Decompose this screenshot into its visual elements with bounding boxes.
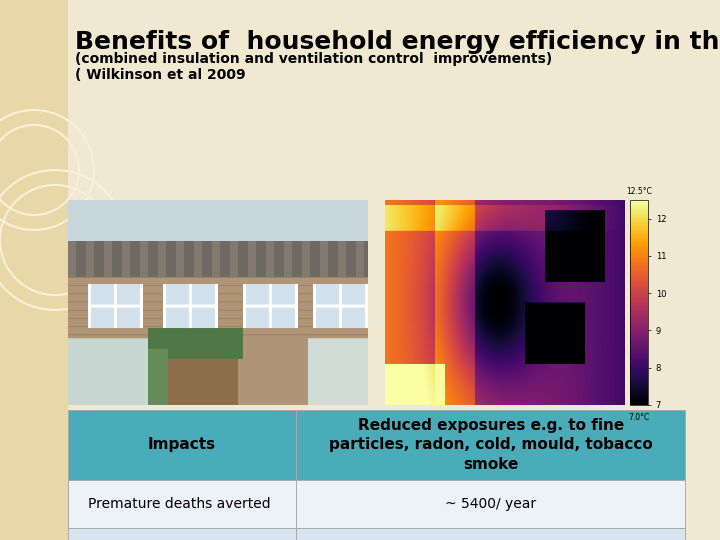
Text: (combined insulation and ventilation control  improvements): (combined insulation and ventilation con… — [75, 52, 552, 66]
Text: Reduced exposures e.g. to fine
particles, radon, cold, mould, tobacco
smoke: Reduced exposures e.g. to fine particles… — [329, 418, 652, 472]
Text: 7.0°C: 7.0°C — [629, 413, 649, 422]
Bar — [68, 480, 685, 528]
Text: ( Wilkinson et al 2009: ( Wilkinson et al 2009 — [75, 68, 246, 82]
Text: ~ 5400/ year: ~ 5400/ year — [445, 497, 536, 511]
Bar — [68, 410, 685, 480]
Text: Premature deaths averted: Premature deaths averted — [88, 497, 271, 511]
Text: Impacts: Impacts — [148, 437, 216, 453]
Text: 12.5°C: 12.5°C — [626, 187, 652, 196]
Bar — [68, 528, 685, 540]
Bar — [0, 0, 68, 540]
Text: Benefits of  household energy efficiency in the UK: Benefits of household energy efficiency … — [75, 30, 720, 54]
